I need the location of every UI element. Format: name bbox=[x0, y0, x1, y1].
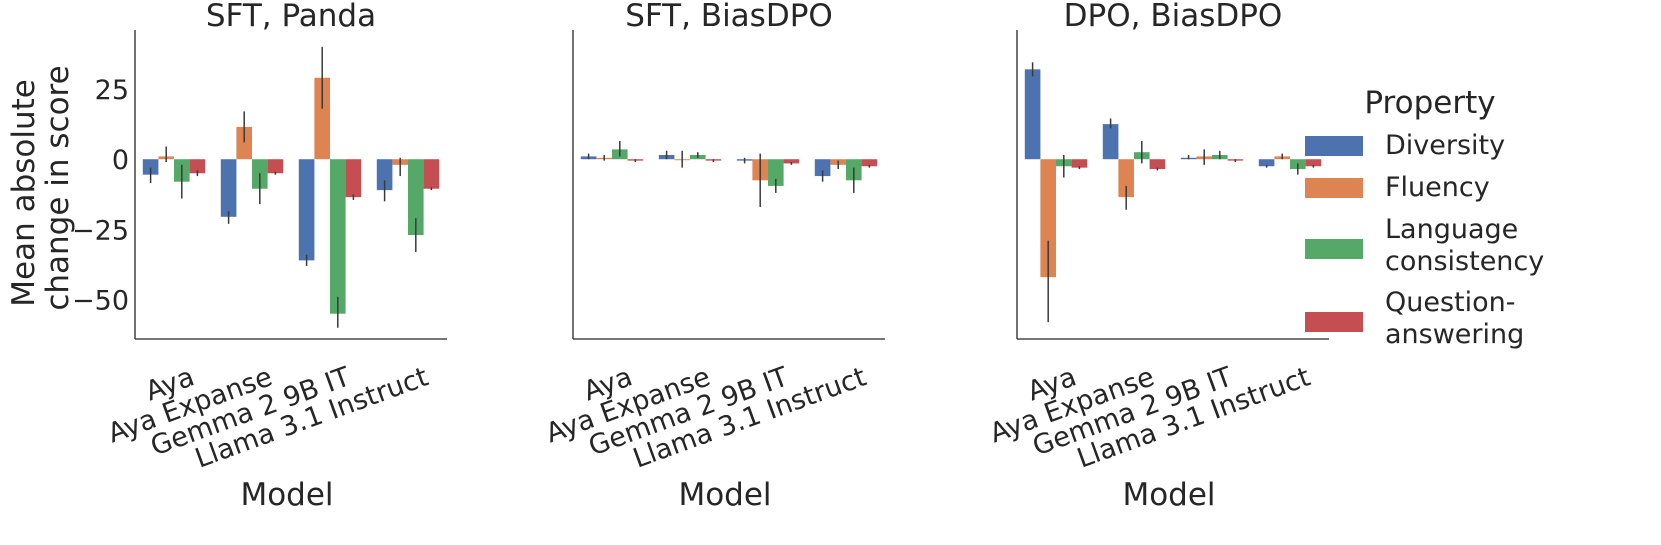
bar bbox=[298, 159, 315, 261]
legend-label: Question-answering bbox=[1385, 287, 1524, 350]
legend-swatch bbox=[1305, 239, 1363, 259]
legend-swatch bbox=[1305, 136, 1363, 156]
y-tick-label: −50 bbox=[72, 286, 129, 317]
bar bbox=[861, 159, 878, 167]
y-axis-label-line-1: Mean absolute bbox=[6, 79, 42, 307]
bar bbox=[768, 159, 784, 186]
bar bbox=[1040, 159, 1056, 278]
bar bbox=[220, 159, 237, 217]
bar bbox=[408, 159, 424, 236]
legend-label: Fluency bbox=[1385, 172, 1490, 203]
legend-title: Property bbox=[1364, 85, 1495, 121]
bar bbox=[814, 159, 831, 177]
bar bbox=[330, 159, 346, 314]
y-axis-label: Mean absolute change in score bbox=[6, 65, 76, 310]
panel-title: SFT, Panda bbox=[206, 0, 376, 34]
legend-swatch bbox=[1305, 178, 1363, 198]
bar bbox=[1102, 124, 1119, 160]
bar bbox=[236, 126, 252, 160]
x-axis-label: Model bbox=[240, 477, 333, 513]
x-axis-label: Model bbox=[1122, 477, 1215, 513]
bar bbox=[1149, 159, 1166, 170]
bar bbox=[314, 77, 330, 160]
legend: Property Diversity Fluency Language consiste… bbox=[1305, 85, 1544, 350]
bar bbox=[1024, 69, 1041, 160]
bar bbox=[1305, 159, 1322, 167]
legend-swatch bbox=[1305, 312, 1363, 332]
bar bbox=[1258, 159, 1275, 167]
bar bbox=[189, 159, 206, 174]
legend-label: Language consistency bbox=[1385, 214, 1544, 277]
y-axis-label-line-2: change in score bbox=[40, 65, 76, 310]
bar bbox=[345, 159, 362, 198]
bar bbox=[267, 159, 284, 174]
bar bbox=[376, 159, 393, 191]
bar bbox=[783, 159, 800, 164]
y-tick-label: 0 bbox=[112, 145, 129, 176]
bar bbox=[423, 159, 440, 189]
panel-title: SFT, BiasDPO bbox=[625, 0, 833, 34]
legend-label: Diversity bbox=[1385, 130, 1505, 161]
bar bbox=[1071, 159, 1088, 168]
bar bbox=[1118, 159, 1134, 198]
y-tick-label: 25 bbox=[95, 75, 129, 106]
bar bbox=[142, 159, 159, 175]
panel-title: DPO, BiasDPO bbox=[1064, 0, 1283, 34]
y-tick-label: −25 bbox=[72, 215, 129, 246]
x-axis-label: Model bbox=[678, 477, 771, 513]
